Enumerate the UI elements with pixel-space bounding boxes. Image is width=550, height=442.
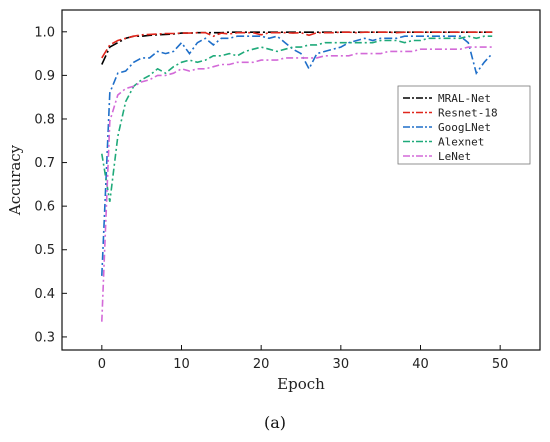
y-tick-label: 0.9 (34, 69, 55, 84)
series-line-mral-net (101, 31, 493, 65)
legend-label-alexnet: Alexnet (438, 136, 484, 149)
x-tick-label: 40 (412, 357, 429, 372)
x-tick-label: 20 (253, 357, 270, 372)
tick-layer: 0 10 20 30 40 50 0.3 0.4 0.5 0.6 0.7 0.8 0.9 1.0 (34, 25, 508, 372)
series-line-googlnet (101, 35, 493, 276)
y-tick-label: 0.6 (34, 200, 55, 215)
y-tick-label: 0.8 (34, 112, 55, 127)
series-line-alexnet (101, 35, 493, 202)
y-axis-title: Accuracy (6, 144, 24, 216)
x-tick-label: 0 (98, 357, 106, 372)
x-tick-label: 30 (333, 357, 350, 372)
series-line-lenet (101, 46, 493, 322)
y-tick-label: 0.3 (34, 330, 55, 345)
x-tick-label: 50 (492, 357, 509, 372)
legend-label-resnet-18: Resnet-18 (438, 107, 498, 120)
y-tick-label: 0.7 (34, 156, 55, 171)
legend-label-lenet: LeNet (438, 150, 471, 163)
plot-frame (61, 9, 541, 351)
legend-label-mral-net: MRAL-Net (438, 92, 491, 105)
series-line-resnet-18 (101, 31, 493, 59)
y-tick-label: 0.5 (34, 243, 55, 258)
y-tick-label: 0.4 (34, 287, 55, 302)
panel-label: (a) (264, 413, 286, 432)
legend-box (397, 85, 531, 165)
x-axis-title: Epoch (277, 375, 325, 393)
legend-label-googlnet: GoogLNet (438, 121, 491, 134)
x-tick-label: 10 (173, 357, 190, 372)
y-tick-label: 1.0 (34, 25, 55, 40)
series-layer (101, 31, 493, 322)
